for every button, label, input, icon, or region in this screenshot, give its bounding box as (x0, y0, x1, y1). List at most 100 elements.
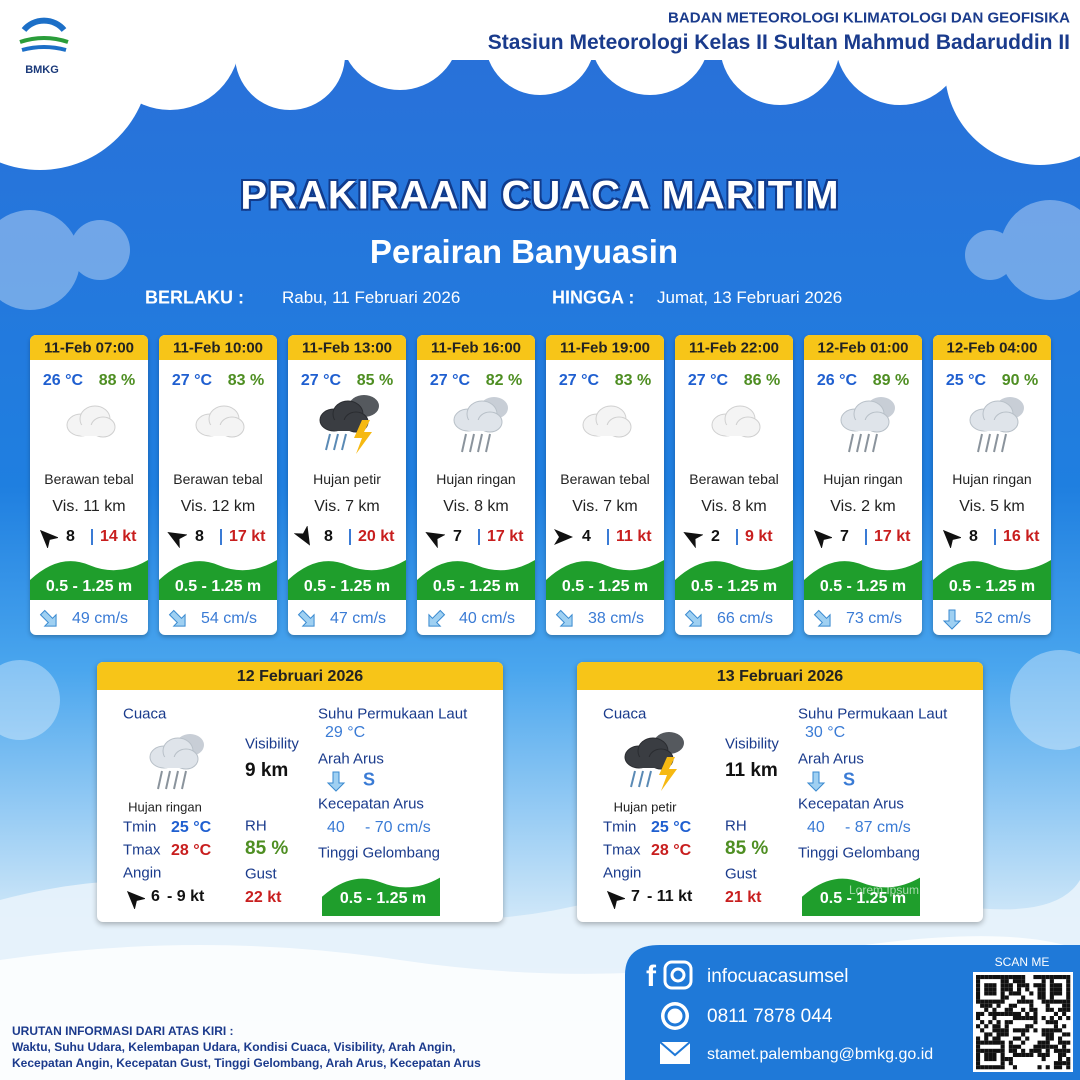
humidity: 82 % (485, 372, 523, 389)
gust: 21 kt (725, 889, 762, 906)
visibility: Vis. 5 km (959, 498, 1025, 515)
tmax-label: Tmax (603, 841, 641, 859)
tmin-label: Tmin (603, 818, 637, 836)
visibility: Vis. 12 km (180, 498, 256, 515)
card-header (933, 335, 1051, 360)
wind-icon (939, 526, 963, 550)
wave-bg (322, 868, 440, 916)
wind-icon (810, 526, 834, 550)
visibility: Vis. 7 km (314, 498, 380, 515)
wave-shape (322, 877, 440, 916)
visibility: Vis. 8 km (443, 498, 509, 515)
wind-speed: 7 (453, 528, 462, 545)
temperature: 26 °C (816, 372, 858, 389)
current-min: 40 (807, 819, 825, 836)
current-arrow (684, 609, 702, 627)
condition: Berawan tebal (173, 471, 263, 487)
humidity: 83 % (614, 372, 652, 389)
current-arrow (428, 609, 446, 627)
wave-shape (675, 560, 793, 600)
weather-label: Cuaca (603, 705, 647, 723)
wind-min: 7 (631, 888, 640, 905)
current-icon (941, 608, 963, 630)
wind-speed: 2 (711, 528, 720, 545)
temperature: 27 °C (429, 372, 471, 389)
wind-arrow (167, 532, 188, 549)
condition: Hujan petir (313, 471, 381, 487)
temperature: 27 °C (687, 372, 729, 389)
wave-shape (802, 877, 920, 916)
wind-speed: 8 (195, 528, 204, 545)
temperature: 27 °C (558, 372, 600, 389)
sst: 29 °C (325, 724, 366, 741)
icon (969, 397, 1024, 453)
temperature: 25 °C (945, 372, 987, 389)
current-dir-label: Arah Arus (318, 750, 384, 768)
wave-height: 0.5 - 1.25 m (339, 890, 427, 907)
valid-to: Jumat, 13 Februari 2026 (657, 288, 843, 307)
wave-height: 0.5 - 1.25 m (819, 578, 907, 595)
phone[interactable]: 0811 7878 044 (707, 1006, 833, 1027)
wave-height: 0.5 - 1.25 m (432, 578, 520, 595)
temperature: 27 °C (171, 372, 213, 389)
social[interactable]: infocuacasumsel (707, 966, 849, 987)
wave-shape (546, 560, 664, 600)
temperature: 27 °C (300, 372, 342, 389)
condition: Berawan tebal (44, 471, 134, 487)
tmax-label: Tmax (123, 841, 161, 859)
time: 11-Feb 19:00 (559, 339, 651, 357)
wave-bg (546, 550, 664, 600)
current-min: 40 (327, 819, 345, 836)
humidity: 88 % (98, 372, 136, 389)
current-icon (167, 608, 189, 630)
current-icon (296, 608, 318, 630)
email[interactable]: stamet.palembang@bmkg.go.id (707, 1046, 934, 1063)
forecast-card: 11-Feb 07:00 26 °C 88 % Berawan tebal Vis. 1… (30, 335, 148, 635)
notes-line: Kecepatan Angin, Kecepatan Gust, Tinggi … (12, 1056, 481, 1070)
current-dir: S (363, 769, 376, 790)
time: 11-Feb 10:00 (172, 339, 264, 357)
station: Stasiun Meteorologi Kelas II Sultan Mahm… (487, 31, 1070, 54)
current-speed-label: Kecepatan Arus (798, 795, 904, 813)
rh: 85 % (245, 838, 289, 859)
gust: 9 kt (745, 528, 773, 545)
agency: BADAN METEOROLOGI KLIMATOLOGI DAN GEOFIS… (668, 9, 1070, 27)
date: 13 Februari 2026 (716, 668, 844, 685)
day-panel: 13 Februari 2026 Cuaca Hujan petir Tmin 25 °… (577, 662, 983, 922)
current-max: - 70 cm/s (365, 819, 431, 836)
humidity: 90 % (1001, 372, 1039, 389)
visibility: Vis. 7 km (572, 498, 638, 515)
tmin: 25 °C (651, 819, 692, 836)
current-arrow (326, 771, 346, 792)
current-icon (683, 608, 705, 630)
wave-shape (288, 560, 406, 600)
notes-title: URUTAN INFORMASI DARI ATAS KIRI : (12, 1024, 234, 1038)
wind-speed: 7 (840, 528, 849, 545)
wave-height: 0.5 - 1.25 m (303, 578, 391, 595)
current-speed-label: Kecepatan Arus (318, 795, 424, 813)
condition: Berawan tebal (689, 471, 779, 487)
icon (453, 397, 508, 453)
time: 11-Feb 22:00 (688, 339, 780, 357)
panel-header (577, 662, 983, 690)
icon (66, 405, 116, 438)
gust: 17 kt (487, 528, 524, 545)
wave-height: 0.5 - 1.25 m (819, 890, 907, 907)
time: 11-Feb 13:00 (301, 339, 393, 357)
condition: Berawan tebal (560, 471, 650, 487)
wind-arrow (293, 525, 310, 546)
current-arrow (168, 609, 186, 627)
wave-bg (159, 550, 277, 600)
visibility-label: Visibility (245, 735, 299, 753)
wind-icon (36, 526, 60, 550)
card-header (30, 335, 148, 360)
wind-icon (123, 887, 147, 911)
gust: 14 kt (100, 528, 137, 545)
gust: 17 kt (229, 528, 266, 545)
wind-min: 6 (151, 888, 160, 905)
weather-icon (957, 390, 1037, 460)
current-icon (805, 770, 827, 792)
forecast-card: 11-Feb 13:00 27 °C 85 % Hujan petir Vis. 7 k… (288, 335, 406, 635)
condition: Hujan ringan (128, 799, 202, 815)
card-header (159, 335, 277, 360)
